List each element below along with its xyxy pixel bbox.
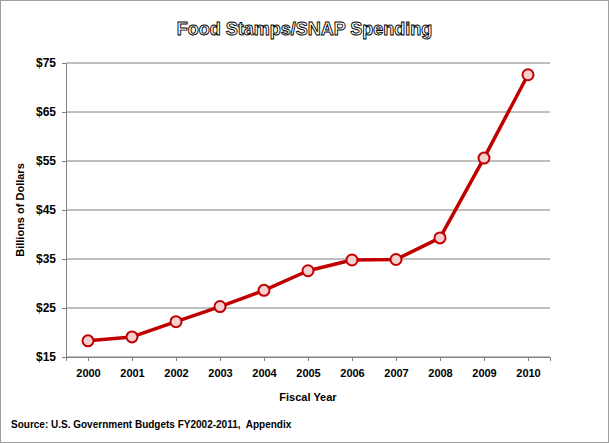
data-point: [435, 232, 446, 243]
y-tick: $25: [36, 301, 66, 315]
y-tick-mark: [62, 112, 66, 113]
x-axis: 2000 2001 2002 2003 2004 2005 2006 2007 2008 2009…: [67, 357, 551, 379]
grid-line: [66, 112, 550, 113]
x-tick-label: 2007: [384, 367, 408, 379]
x-tick-label: 2010: [516, 367, 540, 379]
y-tick-label: $35: [36, 252, 56, 266]
x-tick-mark: [528, 357, 529, 361]
x-tick: 2006: [340, 357, 364, 379]
y-tick: $35: [36, 252, 66, 266]
y-tick: $55: [36, 154, 66, 168]
chart-border: [1, 1, 609, 443]
x-tick: 2003: [208, 357, 232, 379]
y-tick: $65: [36, 105, 66, 119]
data-point: [171, 316, 182, 327]
source-note: Source: U.S. Government Budgets FY2002-2…: [11, 419, 292, 430]
y-tick: $45: [36, 203, 66, 217]
x-tick: 2005: [296, 357, 320, 379]
x-tick-mark: [264, 357, 265, 361]
y-tick: $15: [36, 350, 66, 364]
y-tick-mark: [62, 210, 66, 211]
y-tick-label: $45: [36, 203, 56, 217]
x-tick: 2009: [472, 357, 496, 379]
y-tick-label: $75: [36, 56, 56, 70]
grid: [66, 63, 550, 357]
x-tick-label: 2006: [340, 367, 364, 379]
x-tick-label: 2001: [120, 367, 144, 379]
data-point: [347, 254, 358, 265]
grid-line: [66, 259, 550, 260]
chart: $15$25$35$45$55$65$752000200120022003200…: [0, 0, 609, 443]
data-point: [259, 285, 270, 296]
x-tick-mark: [88, 357, 89, 361]
x-tick: 2010: [516, 357, 540, 379]
y-axis: $15 $25 $35 $45 $55 $65 $75: [36, 56, 67, 364]
x-tick-mark: [132, 357, 133, 361]
data-point: [391, 254, 402, 265]
x-tick-mark: [308, 357, 309, 361]
x-tick-label: 2000: [76, 367, 100, 379]
data-point: [127, 331, 138, 342]
grid-line: [66, 308, 550, 309]
x-tick-mark: [484, 357, 485, 361]
x-tick-label: 2003: [208, 367, 232, 379]
y-tick-label: $65: [36, 105, 56, 119]
y-axis-line: [62, 64, 67, 358]
y-tick-label: $55: [36, 154, 56, 168]
x-tick: 2004: [252, 357, 277, 379]
x-tick: 2001: [120, 357, 144, 379]
x-tick-mark: [220, 357, 221, 361]
x-tick-mark: [352, 357, 353, 361]
y-tick-mark: [62, 308, 66, 309]
y-tick-mark: [62, 357, 66, 358]
x-tick-label: 2009: [472, 367, 496, 379]
x-tick-label: 2002: [164, 367, 188, 379]
plot-area: [83, 69, 534, 346]
x-tick-mark: [176, 357, 177, 361]
x-tick-label: 2008: [428, 367, 452, 379]
y-tick-label: $25: [36, 301, 56, 315]
data-point: [83, 335, 94, 346]
x-tick: 2007: [384, 357, 408, 379]
y-tick-mark: [62, 161, 66, 162]
x-tick-mark: [440, 357, 441, 361]
y-tick-mark: [62, 63, 66, 64]
x-tick-label: 2004: [252, 367, 277, 379]
x-tick: 2008: [428, 357, 452, 379]
title: Food Stamps/SNAP Spending: [177, 19, 433, 39]
y-tick: $75: [36, 56, 66, 70]
y-tick-mark: [62, 259, 66, 260]
data-point: [479, 153, 490, 164]
x-tick: 2000: [76, 357, 100, 379]
x-tick-mark: [396, 357, 397, 361]
y-axis-title: Billions of Dollars: [14, 163, 26, 257]
grid-line: [66, 161, 550, 162]
x-tick: 2002: [164, 357, 188, 379]
x-axis-title: Fiscal Year: [279, 391, 337, 403]
grid-line: [66, 210, 550, 211]
y-tick-label: $15: [36, 350, 56, 364]
x-axis-line: [67, 358, 551, 362]
data-point: [215, 301, 226, 312]
x-tick-label: 2005: [296, 367, 320, 379]
data-point: [303, 265, 314, 276]
data-line: [88, 75, 528, 341]
grid-line: [66, 63, 550, 64]
data-point: [523, 69, 534, 80]
